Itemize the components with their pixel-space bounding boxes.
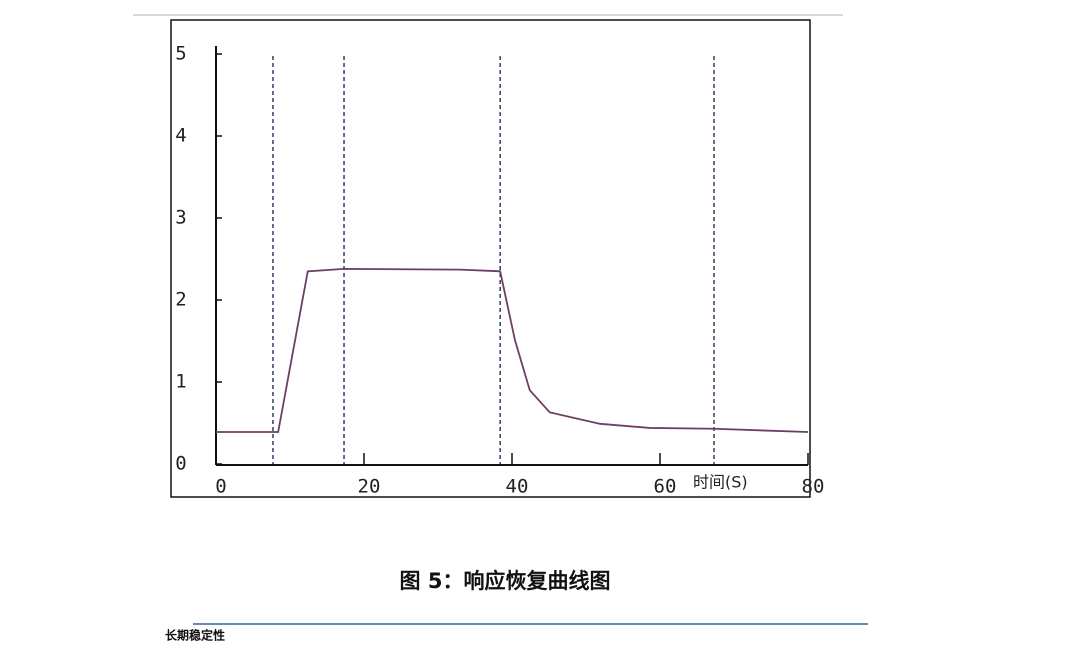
x-tick-label: 80: [802, 476, 825, 498]
y-tick-label: 5: [175, 43, 186, 65]
response-line: [216, 267, 809, 433]
y-tick-label: 0: [175, 453, 186, 475]
chart-frame: [170, 19, 811, 498]
y-tick-label: 2: [175, 289, 186, 311]
x-tick-label: 40: [506, 476, 529, 498]
section-heading: 长期稳定性: [165, 628, 225, 643]
figure-caption: 图 5：响应恢复曲线图: [400, 569, 611, 593]
x-axis-label: 时间(S): [693, 473, 748, 492]
y-tick-label: 4: [175, 125, 186, 147]
y-tick-label: 3: [175, 207, 186, 229]
x-tick-label: 20: [358, 476, 381, 498]
x-tick-label: 60: [654, 476, 677, 498]
y-tick-label: 1: [175, 371, 186, 393]
x-tick-label: 0: [215, 476, 226, 498]
